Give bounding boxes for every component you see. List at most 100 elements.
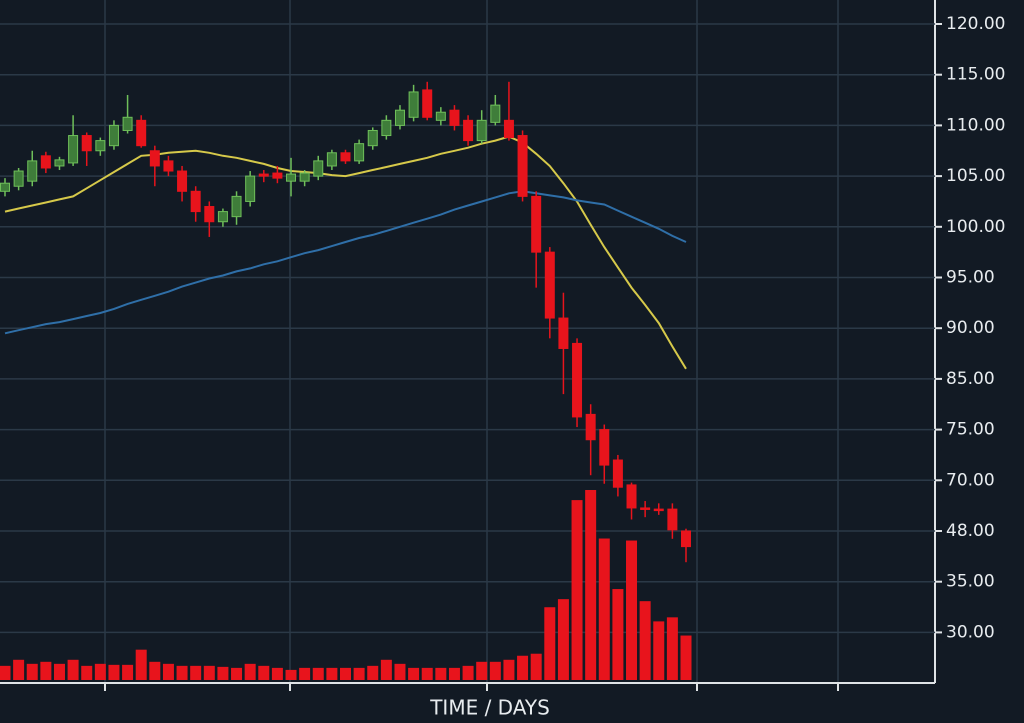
volume-bar (639, 601, 651, 680)
candle-body (68, 135, 79, 164)
candle-body (612, 459, 623, 488)
volume-bar (0, 665, 11, 680)
y-tick-label: 35.00 (946, 572, 995, 592)
candle-body (394, 109, 405, 126)
moving-average (4, 135, 687, 370)
volume-bar (285, 669, 297, 680)
candle-body (81, 135, 92, 152)
volume-bar (203, 665, 215, 680)
y-tick-label: 110.00 (946, 115, 1005, 135)
moving-average (4, 190, 687, 335)
volume-bar (26, 663, 38, 680)
y-tick-label: 95.00 (946, 268, 995, 288)
y-tick-label: 90.00 (946, 318, 995, 338)
candle-body (408, 91, 419, 118)
candle-body (0, 182, 10, 192)
candle-body (572, 342, 583, 418)
volume-bar (190, 665, 202, 680)
vertical-grid (104, 0, 839, 683)
volume-bar (326, 667, 338, 680)
candle-body (422, 89, 433, 118)
candle-body (640, 507, 651, 510)
volume-bar (571, 500, 583, 680)
volume-bar (271, 667, 283, 680)
candle-body (531, 195, 542, 253)
candle-body (626, 484, 637, 509)
volume-bar (626, 540, 638, 680)
candle-body (367, 129, 378, 147)
candle-body (326, 152, 337, 167)
candle-body (313, 160, 324, 177)
candle-body (517, 135, 528, 197)
volume-bar (598, 538, 610, 680)
candle-body (27, 160, 38, 182)
y-tick-label: 75.00 (946, 420, 995, 440)
volume-bar (367, 665, 379, 680)
candle-body (136, 119, 147, 147)
y-tick-label: 70.00 (946, 470, 995, 490)
volume-bar (435, 667, 447, 680)
candle-body (163, 160, 174, 172)
volume-bar (394, 663, 406, 680)
volume-bar (666, 617, 678, 680)
candle-body (667, 508, 678, 531)
candle-body (108, 124, 119, 147)
candle-body (381, 119, 392, 137)
volume-bar (530, 653, 542, 680)
volume-bar (244, 663, 256, 680)
volume-bar (680, 635, 692, 680)
candle-body (585, 413, 596, 441)
candle-body (653, 508, 664, 512)
volume-bar (585, 490, 597, 680)
candle-body (40, 155, 51, 169)
volume-bar (299, 667, 311, 680)
candle-body (190, 190, 201, 213)
volume-bar (557, 599, 569, 680)
candle-body (463, 119, 474, 142)
candle-body (354, 143, 365, 162)
volume-bar (503, 659, 515, 680)
x-axis-label: TIME / DAYS (429, 696, 550, 720)
candle-body (95, 140, 106, 152)
candle-body (177, 170, 188, 192)
candle-body (544, 251, 555, 319)
volume-bar (421, 667, 433, 680)
volume-bar (231, 667, 243, 680)
candle-body (558, 317, 569, 349)
candle-body (258, 173, 269, 177)
volume-bar (94, 663, 106, 680)
volume-bar (67, 659, 79, 680)
volume-bar (108, 664, 120, 680)
candle-body (245, 175, 256, 202)
y-tick-label: 115.00 (946, 65, 1005, 85)
volume-bar (258, 665, 270, 680)
volume-bar (517, 655, 529, 680)
volume-bar (448, 667, 460, 680)
volume-bar (176, 665, 188, 680)
volume-bar (408, 667, 420, 680)
volume-bar (135, 649, 147, 680)
volume-bar (217, 666, 229, 680)
candle-body (54, 159, 65, 167)
volume-bar (53, 663, 65, 680)
volume-bar (122, 664, 134, 680)
volume-bar (81, 665, 93, 680)
volume-bar (653, 621, 665, 680)
y-tick-label: 120.00 (946, 14, 1005, 34)
volume-bar (489, 661, 501, 680)
y-tick-label: 48.00 (946, 521, 995, 541)
y-tick-label: 100.00 (946, 217, 1005, 237)
volume-bar (13, 659, 25, 680)
candle-body (340, 152, 351, 162)
volume-bar (462, 665, 474, 680)
y-tick-label: 30.00 (946, 622, 995, 642)
candle-body (435, 111, 446, 121)
volume-bar (340, 667, 351, 680)
volume-bar (353, 667, 365, 680)
volume-bar (162, 663, 174, 680)
volume-bar (149, 661, 161, 680)
candle-body (299, 172, 310, 182)
